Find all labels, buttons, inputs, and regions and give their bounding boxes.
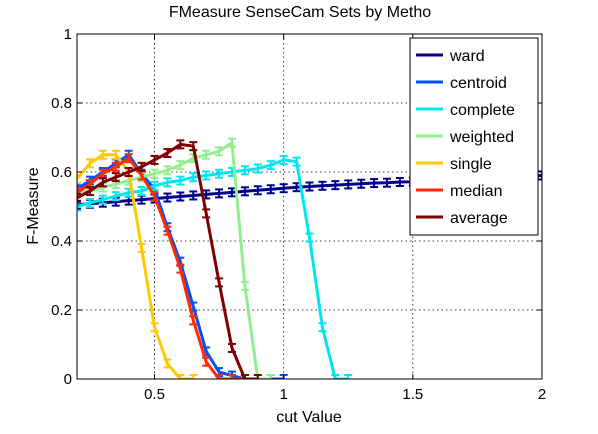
y-tick-label: 0.8 — [51, 95, 72, 112]
legend: ward centroid complete weighted single median… — [409, 37, 539, 236]
legend-label-weighted: weighted — [449, 129, 514, 146]
x-tick-label: 0.5 — [144, 386, 165, 403]
legend-label-average: average — [450, 210, 508, 227]
series-line-single — [77, 153, 194, 379]
legend-label-complete: complete — [450, 102, 515, 119]
tick-labels: 0.5 1 1.5 2 0 0.2 0.4 0.6 0.8 1 — [51, 26, 546, 403]
x-tick-label: 1.5 — [402, 386, 423, 403]
legend-label-centroid: centroid — [450, 75, 507, 92]
x-tick-label: 2 — [538, 386, 546, 403]
series-clip-group — [77, 137, 542, 379]
y-tick-label: 0.6 — [51, 164, 72, 181]
y-tick-label: 1 — [64, 26, 72, 43]
axes-box — [76, 33, 543, 380]
chart-title: FMeasure SenseCam Sets by Metho — [169, 4, 431, 21]
legend-label-single: single — [450, 156, 492, 173]
legend-label-ward: ward — [449, 48, 485, 65]
series-single — [77, 149, 198, 379]
legend-label-median: median — [450, 183, 502, 200]
y-tick-label: 0 — [64, 371, 72, 388]
series-line-complete — [77, 158, 349, 379]
series-line-weighted — [77, 141, 271, 379]
y-tick-label: 0.4 — [51, 233, 72, 250]
series-line-median — [77, 156, 245, 379]
y-tick-label: 0.2 — [51, 302, 72, 319]
x-axis-label: cut Value — [276, 409, 342, 426]
series-group — [77, 137, 542, 379]
series-average — [77, 139, 262, 379]
x-tick-label: 1 — [279, 386, 287, 403]
y-axis-label: F-Measure — [25, 167, 42, 244]
